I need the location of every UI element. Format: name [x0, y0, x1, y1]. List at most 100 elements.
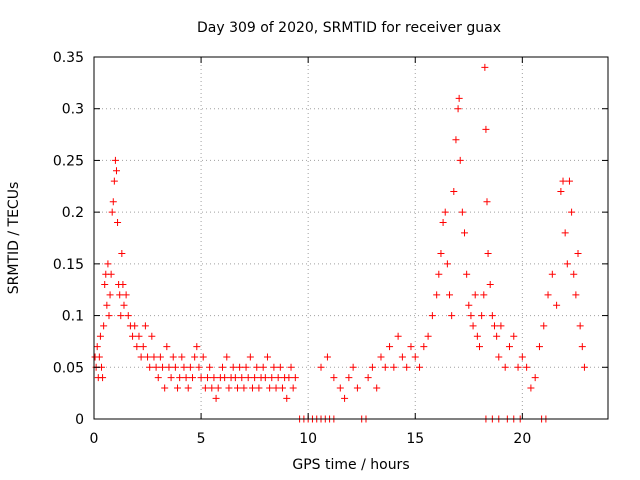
data-point-marker	[208, 384, 216, 392]
data-point-marker	[152, 363, 160, 371]
data-point-marker	[518, 353, 526, 361]
data-point-marker	[210, 374, 218, 382]
data-point-marker	[186, 363, 194, 371]
data-point-marker	[465, 301, 473, 309]
data-point-marker	[135, 332, 143, 340]
chart-title: Day 309 of 2020, SRMTID for receiver gua…	[197, 20, 501, 36]
data-point-marker	[291, 374, 299, 382]
data-point-marker	[112, 167, 120, 175]
data-point-marker	[93, 343, 101, 351]
data-point-marker	[548, 270, 556, 278]
data-point-marker	[394, 332, 402, 340]
data-point-marker	[553, 301, 561, 309]
data-point-marker	[458, 208, 466, 216]
data-point-marker	[263, 353, 271, 361]
data-point-marker	[176, 374, 184, 382]
data-point-marker	[454, 105, 462, 113]
data-point-marker	[469, 322, 477, 330]
x-axis-title: GPS time / hours	[292, 457, 409, 473]
data-point-marker	[456, 156, 464, 164]
data-point-marker	[219, 363, 226, 371]
data-point-marker	[184, 384, 192, 392]
data-point-marker	[266, 384, 274, 392]
data-point-marker	[214, 384, 222, 392]
data-point-marker	[420, 343, 428, 351]
data-point-marker	[108, 208, 116, 216]
data-point-marker	[461, 229, 469, 237]
data-point-marker	[559, 177, 567, 185]
data-point-marker	[323, 353, 331, 361]
data-point-marker	[165, 363, 173, 371]
data-point-marker	[231, 374, 239, 382]
data-point-marker	[96, 332, 104, 340]
data-point-marker	[144, 353, 152, 361]
data-point-marker	[544, 291, 552, 299]
data-point-marker	[117, 312, 125, 320]
data-point-marker	[570, 270, 578, 278]
data-point-marker	[141, 322, 149, 330]
data-point-marker	[221, 374, 229, 382]
data-point-marker	[565, 177, 573, 185]
data-point-marker	[480, 291, 488, 299]
x-tick-label: 0	[90, 431, 99, 447]
data-point-marker	[377, 353, 385, 361]
data-point-marker	[531, 374, 539, 382]
data-point-marker	[212, 394, 220, 402]
data-point-marker	[478, 312, 486, 320]
data-point-marker	[105, 312, 113, 320]
data-point-marker	[557, 187, 565, 195]
data-point-marker	[182, 374, 190, 382]
data-point-marker	[368, 363, 376, 371]
data-points	[91, 63, 588, 423]
data-point-marker	[276, 363, 284, 371]
data-point-marker	[386, 343, 394, 351]
data-point-marker	[116, 291, 124, 299]
y-tick-label: 0.25	[53, 153, 84, 169]
data-point-marker	[133, 343, 141, 351]
y-tick-label: 0.35	[53, 50, 84, 66]
x-tick-label: 20	[513, 431, 531, 447]
data-point-marker	[455, 94, 463, 102]
data-point-marker	[272, 384, 280, 392]
data-point-marker	[107, 270, 115, 278]
data-point-marker	[568, 208, 576, 216]
data-point-marker	[373, 384, 381, 392]
data-point-marker	[535, 343, 543, 351]
y-tick-label: 0.1	[62, 309, 84, 325]
data-point-marker	[122, 291, 130, 299]
data-point-marker	[435, 270, 443, 278]
data-point-marker	[495, 353, 503, 361]
data-point-marker	[206, 363, 214, 371]
data-point-marker	[578, 343, 586, 351]
data-point-marker	[240, 384, 248, 392]
data-point-marker	[390, 363, 398, 371]
data-point-marker	[148, 332, 156, 340]
data-point-marker	[510, 332, 518, 340]
y-axis-title: SRMTID / TECUs	[6, 182, 22, 295]
data-point-marker	[171, 363, 179, 371]
data-point-marker	[484, 250, 492, 258]
data-point-marker	[448, 312, 456, 320]
data-point-marker	[283, 394, 291, 402]
data-point-marker	[349, 363, 357, 371]
x-tick-labels: 0 5 10 15 20	[90, 431, 532, 447]
data-point-marker	[488, 312, 496, 320]
data-point-marker	[195, 363, 203, 371]
data-point-marker	[106, 291, 114, 299]
data-point-marker	[248, 384, 256, 392]
data-point-marker	[482, 125, 490, 133]
data-point-marker	[120, 301, 128, 309]
data-point-marker	[561, 229, 569, 237]
data-point-marker	[238, 374, 246, 382]
data-point-marker	[201, 384, 209, 392]
data-point-marker	[193, 343, 201, 351]
data-point-marker	[467, 312, 475, 320]
data-point-marker	[443, 260, 451, 268]
data-point-marker	[178, 353, 186, 361]
data-point-marker	[242, 363, 250, 371]
data-point-marker	[110, 177, 118, 185]
data-point-marker	[473, 332, 481, 340]
data-point-marker	[523, 363, 531, 371]
data-point-marker	[255, 384, 263, 392]
data-point-marker	[514, 363, 522, 371]
